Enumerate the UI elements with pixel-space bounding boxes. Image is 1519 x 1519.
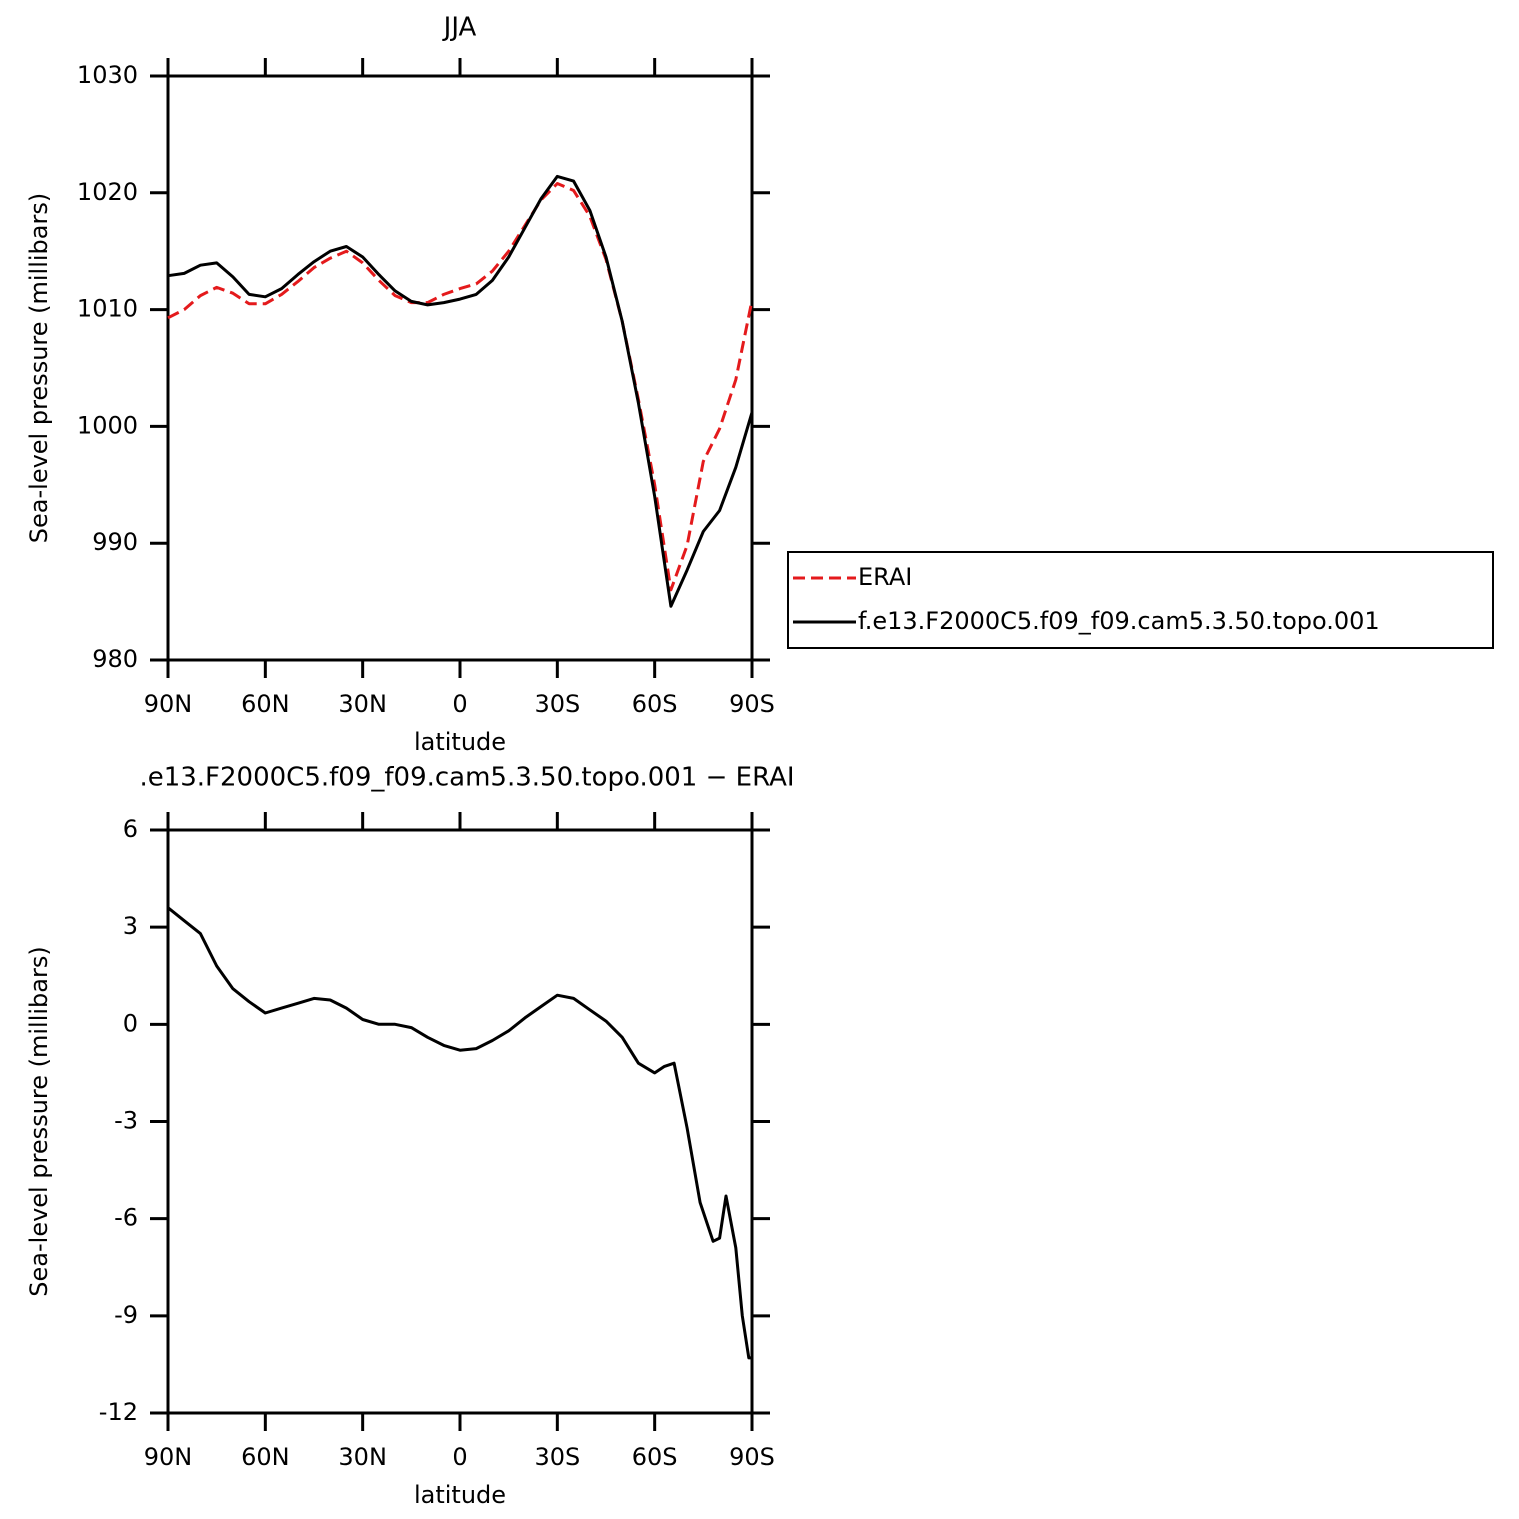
x-tick-label: 30N	[338, 690, 387, 718]
x-tick-label: 90S	[729, 1443, 775, 1471]
y-tick-label: -12	[99, 1398, 138, 1426]
y-tick-label: -6	[114, 1204, 138, 1232]
data-line	[167, 182, 754, 592]
x-tick-label: 30N	[338, 1443, 387, 1471]
y-tick-label: 1020	[77, 178, 138, 206]
x-tick-label: 90N	[144, 690, 193, 718]
x-tick-label: 30S	[534, 690, 580, 718]
y-tick-label: 3	[123, 912, 138, 940]
legend-label: ERAI	[858, 563, 912, 591]
y-tick-label: 1010	[77, 295, 138, 323]
y-axis-label: Sea-level pressure (millibars)	[25, 193, 53, 543]
y-tick-label: 6	[123, 815, 138, 843]
x-tick-label: 60N	[241, 1443, 290, 1471]
x-tick-label: 60N	[241, 690, 290, 718]
data-line	[167, 174, 754, 608]
legend-box	[787, 551, 1494, 649]
x-tick-label: 90S	[729, 690, 775, 718]
y-tick-label: -3	[114, 1107, 138, 1135]
y-tick-label: 1000	[77, 411, 138, 439]
y-tick-label: 980	[92, 645, 138, 673]
y-tick-label: 0	[123, 1009, 138, 1037]
data-line	[167, 906, 752, 1360]
x-tick-label: 60S	[632, 690, 678, 718]
x-tick-label: 0	[452, 690, 467, 718]
x-axis-label: latitude	[414, 728, 506, 756]
x-tick-label: 0	[452, 1443, 467, 1471]
x-tick-label: 90N	[144, 1443, 193, 1471]
y-tick-label: -9	[114, 1301, 138, 1329]
y-tick-label: 1030	[77, 61, 138, 89]
plot-frame	[166, 828, 754, 1415]
x-tick-label: 60S	[632, 1443, 678, 1471]
y-axis-label: Sea-level pressure (millibars)	[25, 946, 53, 1296]
x-axis-label: latitude	[414, 1481, 506, 1509]
legend-label: f.e13.F2000C5.f09_f09.cam5.3.50.topo.001	[858, 607, 1380, 635]
chart-title: .e13.F2000C5.f09_f09.cam5.3.50.topo.001 …	[139, 763, 794, 793]
x-tick-label: 30S	[534, 1443, 580, 1471]
chart-title: JJA	[442, 13, 477, 43]
y-tick-label: 990	[92, 528, 138, 556]
